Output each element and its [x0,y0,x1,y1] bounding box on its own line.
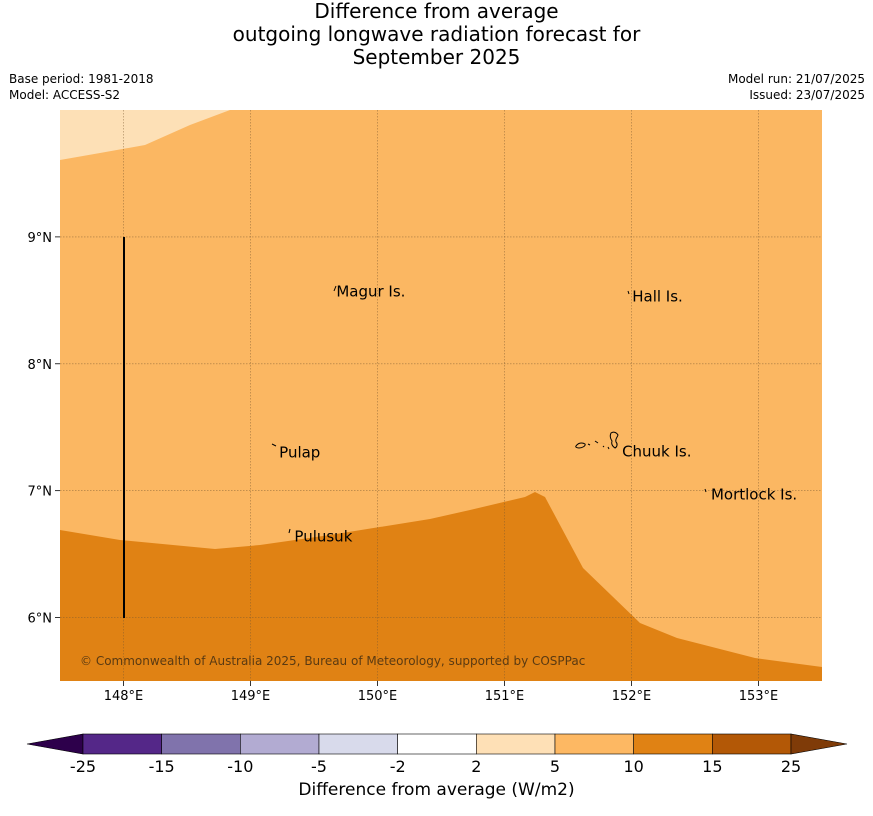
colorbar-extend-low [26,733,84,755]
colorbar-tick-label: 5 [550,757,560,776]
colorbar-extend-high [790,733,848,755]
colorbar-tick-label: -2 [390,757,406,776]
lat-tick-label: 6°N [28,612,53,627]
base-period: Base period: 1981-2018 [9,72,154,86]
colorbar-segment [476,733,556,755]
colorbar-tick-label: -10 [227,757,253,776]
island-hall [627,290,630,295]
colorbar: -25 -15 -10 -5 -2 2 5 10 15 25 [26,733,848,776]
band-2-5 [60,110,230,160]
lon-tick-label: 152°E [612,689,652,704]
place-label-magur-is: Magur Is. [336,282,405,300]
colorbar-label: Difference from average (W/m2) [298,780,575,800]
map-title: Difference from average outgoing longwav… [0,0,873,69]
colorbar-tick-label: 2 [471,757,481,776]
colorbar-segment [161,733,241,755]
colorbar-tick-label: -5 [311,757,327,776]
lat-tick-label: 9°N [28,231,53,246]
colorbar-tick-label: 25 [781,757,801,776]
island-pulap [271,443,277,447]
axis-tick-labels: 148°E 149°E 150°E 151°E 152°E 153°E 9°N 8°N 7°N 6… [28,231,779,704]
colorbar-segment [712,733,792,755]
lat-tick-label: 7°N [28,485,53,500]
graticule [60,110,822,681]
place-labels: Magur Is. Hall Is. Pulap Chuuk Is. Mortlock … [279,282,797,545]
title-line-3: September 2025 [352,45,521,69]
issued-date: Issued: 23/07/2025 [749,88,865,102]
colorbar-segment [82,733,162,755]
island-outlines [271,285,707,534]
colorbar-tick-label: 10 [623,757,643,776]
colorbar-segment [240,733,320,755]
lon-tick-label: 149°E [231,689,271,704]
lon-tick-label: 150°E [358,689,398,704]
colorbar-segment [397,733,477,755]
colorbar-tick-label: -25 [70,757,96,776]
colorbar-tick-label: -15 [149,757,175,776]
colorbar-tick-label: 15 [702,757,722,776]
map-area[interactable]: Magur Is. Hall Is. Pulap Chuuk Is. Mortlock … [60,110,822,681]
band-10-15 [60,492,822,681]
copyright-notice: © Commonwealth of Australia 2025, Bureau… [80,654,585,668]
place-label-pulap: Pulap [279,444,320,462]
title-line-2: outgoing longwave radiation forecast for [232,22,641,46]
lon-tick-label: 153°E [739,689,779,704]
model-run: Model run: 21/07/2025 [727,72,865,86]
colorbar-segment [318,733,398,755]
meta-right: Model run: 21/07/2025 Issued: 23/07/2025 [728,71,865,103]
place-label-mortlock-is: Mortlock Is. [711,485,797,503]
model-name: Model: ACCESS-S2 [9,88,121,102]
place-label-pulusuk: Pulusuk [294,527,352,545]
meta-left: Base period: 1981-2018 Model: ACCESS-S2 [9,71,154,103]
island-mortlock [704,488,707,493]
lon-tick-label: 151°E [485,689,525,704]
island-chuuk [575,431,619,450]
colorbar-segment [554,733,634,755]
island-magur [333,285,337,292]
colorbar-segment [633,733,713,755]
place-label-chuuk-is: Chuuk Is. [622,442,691,460]
lon-tick-label: 148°E [104,689,144,704]
lat-tick-label: 8°N [28,358,53,373]
title-line-1: Difference from average [314,0,559,23]
island-pulusuk [288,528,291,534]
place-label-hall-is: Hall Is. [632,288,683,306]
